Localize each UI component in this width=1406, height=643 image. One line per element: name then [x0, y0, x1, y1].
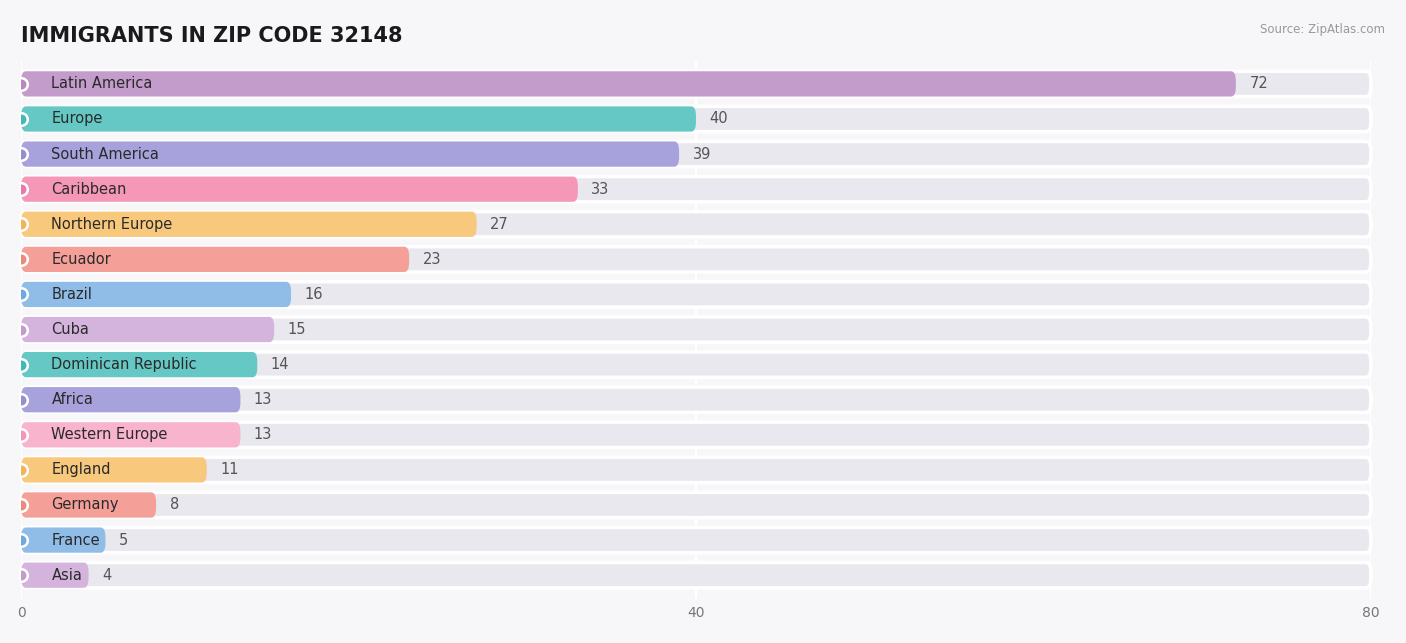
Text: 15: 15	[288, 322, 307, 337]
FancyBboxPatch shape	[21, 282, 1371, 307]
Text: Caribbean: Caribbean	[52, 182, 127, 197]
FancyBboxPatch shape	[21, 177, 1371, 202]
FancyBboxPatch shape	[21, 177, 578, 202]
FancyBboxPatch shape	[21, 71, 1371, 96]
Text: 72: 72	[1250, 77, 1268, 91]
FancyBboxPatch shape	[21, 106, 1371, 132]
FancyBboxPatch shape	[21, 106, 696, 132]
FancyBboxPatch shape	[21, 247, 409, 272]
Text: 8: 8	[170, 498, 179, 512]
Text: Europe: Europe	[52, 111, 103, 127]
Text: 13: 13	[254, 392, 273, 407]
FancyBboxPatch shape	[21, 563, 1371, 588]
Text: Brazil: Brazil	[52, 287, 93, 302]
FancyBboxPatch shape	[21, 141, 679, 167]
Text: 16: 16	[305, 287, 323, 302]
Text: 33: 33	[592, 182, 610, 197]
FancyBboxPatch shape	[21, 527, 1371, 553]
Text: 27: 27	[491, 217, 509, 231]
FancyBboxPatch shape	[21, 352, 1371, 377]
FancyBboxPatch shape	[21, 527, 105, 553]
Text: Dominican Republic: Dominican Republic	[52, 357, 197, 372]
Text: England: England	[52, 462, 111, 477]
FancyBboxPatch shape	[21, 493, 156, 518]
Text: Germany: Germany	[52, 498, 120, 512]
FancyBboxPatch shape	[21, 71, 1236, 96]
FancyBboxPatch shape	[21, 317, 274, 342]
Text: 5: 5	[120, 532, 128, 548]
Text: 14: 14	[271, 357, 290, 372]
FancyBboxPatch shape	[21, 282, 291, 307]
Text: France: France	[52, 532, 100, 548]
Text: Source: ZipAtlas.com: Source: ZipAtlas.com	[1260, 23, 1385, 35]
Text: 4: 4	[103, 568, 111, 583]
FancyBboxPatch shape	[21, 141, 1371, 167]
Text: 13: 13	[254, 428, 273, 442]
FancyBboxPatch shape	[21, 387, 240, 412]
Text: Cuba: Cuba	[52, 322, 90, 337]
Text: 40: 40	[710, 111, 728, 127]
Text: Western Europe: Western Europe	[52, 428, 167, 442]
Text: 11: 11	[221, 462, 239, 477]
Text: Asia: Asia	[52, 568, 83, 583]
FancyBboxPatch shape	[21, 422, 240, 448]
Text: IMMIGRANTS IN ZIP CODE 32148: IMMIGRANTS IN ZIP CODE 32148	[21, 26, 402, 46]
Text: 39: 39	[693, 147, 711, 161]
FancyBboxPatch shape	[21, 457, 1371, 482]
Text: 23: 23	[423, 252, 441, 267]
Text: South America: South America	[52, 147, 159, 161]
FancyBboxPatch shape	[21, 457, 207, 482]
FancyBboxPatch shape	[21, 422, 1371, 448]
FancyBboxPatch shape	[21, 212, 477, 237]
FancyBboxPatch shape	[21, 212, 1371, 237]
FancyBboxPatch shape	[21, 317, 1371, 342]
Text: Ecuador: Ecuador	[52, 252, 111, 267]
FancyBboxPatch shape	[21, 352, 257, 377]
FancyBboxPatch shape	[21, 387, 1371, 412]
FancyBboxPatch shape	[21, 563, 89, 588]
FancyBboxPatch shape	[21, 493, 1371, 518]
FancyBboxPatch shape	[21, 247, 1371, 272]
Text: Africa: Africa	[52, 392, 93, 407]
Text: Northern Europe: Northern Europe	[52, 217, 173, 231]
Text: Latin America: Latin America	[52, 77, 153, 91]
